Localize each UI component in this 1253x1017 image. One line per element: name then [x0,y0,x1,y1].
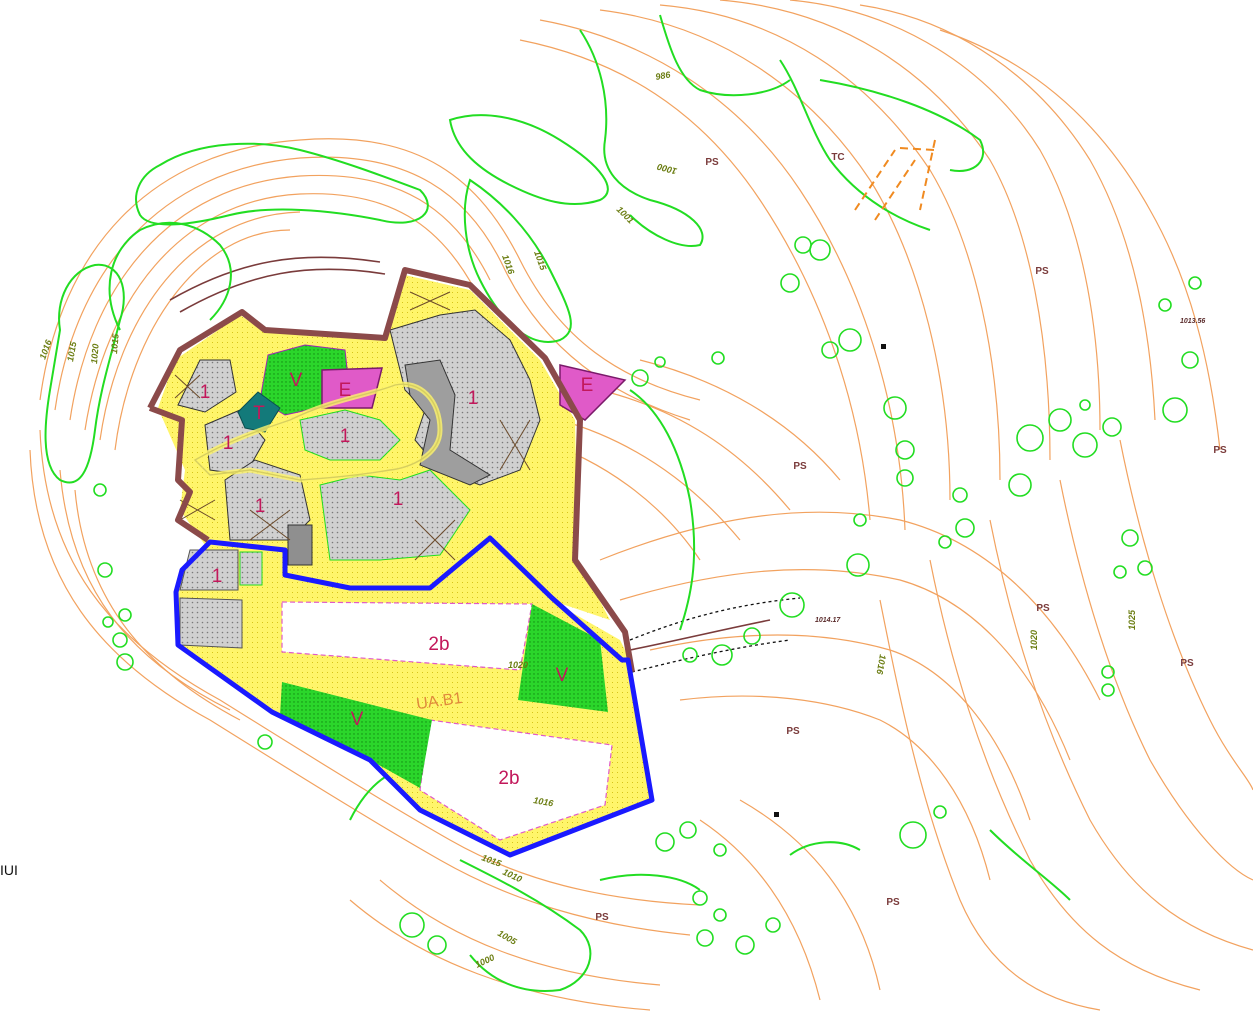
contour-label-1000-a: 1000 [656,162,678,177]
ps-label-6: PS [1180,658,1194,669]
contour-label-1005: 1005 [496,928,519,947]
zone-label-1d: 1 [340,426,351,447]
ps-label-3: PS [793,461,807,472]
contour-label-1020-b: 1020 [1029,630,1039,650]
spot-elevation-1013-56: 1013.56 [1180,318,1205,325]
contour-label-1015-d: 1015 [480,852,503,869]
contour-label-1001: 1001 [615,204,636,225]
contour-label-1010: 1010 [501,867,523,885]
side-text: IUI [0,862,18,878]
spot-elevation-1014-17: 1014.17 [815,617,841,624]
contour-label-1016-c: 1016 [874,654,887,676]
spot-elevations: 1014.17 1013.56 [815,318,1205,624]
tree-symbols [93,236,1202,955]
core-boundary-west [148,405,210,543]
unit-label-ua-b1: UA.B1 [415,690,463,713]
zone-label-2b-north: 2b [428,634,449,655]
contour-label-1020-c: 1020 [508,660,528,670]
zone-e-east [559,364,627,421]
ps-label-8: PS [595,912,609,923]
land-use-labels: PS PS PS PS PS PS PS PS PS TC [595,152,1227,923]
grey-lot-w2 [239,551,263,586]
zone-label-1g: 1 [212,566,223,587]
dark-block-2 [287,524,313,566]
zone-label-v-north: V [290,370,303,391]
inner-ring-yellow [190,381,443,483]
zone-v-east [518,604,608,712]
ps-label-9: PS [886,897,900,908]
contour-label-1015-b: 1015 [65,340,78,362]
zone-ua-b1 [175,540,650,855]
contour-lines [29,0,1253,1011]
zone-t [237,391,281,433]
building-crosses [174,291,531,561]
contour-label-1020-a: 1020 [89,343,101,364]
zone-label-1b: 1 [223,433,234,454]
ps-label-5: PS [1036,603,1050,614]
contour-label-1000-b: 1000 [474,952,496,970]
zone-label-2b-south: 2b [498,768,519,789]
ps-label-7: PS [786,726,800,737]
zone-label-e-core: E [339,380,352,401]
survey-markers [774,344,886,817]
contour-label-1025: 1025 [1127,609,1137,630]
contour-label-1016-d: 1016 [533,795,555,808]
grey-lot-sw [179,597,243,649]
zone-core [158,275,610,620]
ps-label-4: PS [1213,445,1227,456]
tc-label: TC [831,152,844,163]
zone-label-1c: 1 [255,496,266,517]
zone-label-1f: 1 [468,388,479,409]
dashed-tracks [629,597,801,673]
zone-label-v-east: V [556,665,569,686]
tc-hatch [854,139,936,221]
zone-labels: 1 1 1 1 1 1 1 V V V T E E 2b 2b UA.B1 [200,370,594,789]
core-boundary [147,267,635,673]
zone-label-e-east: E [581,375,594,396]
grey-block-a [177,359,237,413]
contour-label-1015-c: 1015 [109,332,121,354]
grey-block-d [299,409,401,461]
zone-v-south [280,682,432,788]
track-lines [169,256,771,651]
vegetation-outlines [44,14,1071,992]
zone-e-core [321,367,383,409]
zone-label-v-south: V [351,709,364,730]
zone-label-1a: 1 [200,382,211,403]
contour-label-1015-a: 1015 [532,249,549,272]
zone-label-t: T [253,403,265,424]
grey-lot-w [179,549,239,591]
ps-label-1: PS [705,157,719,168]
zone-label-1e: 1 [393,489,404,510]
zone-2b-north [281,601,533,671]
ua-b1-boundary [173,535,655,858]
contour-label-986: 986 [655,69,673,82]
ps-label-2: PS [1035,266,1049,277]
